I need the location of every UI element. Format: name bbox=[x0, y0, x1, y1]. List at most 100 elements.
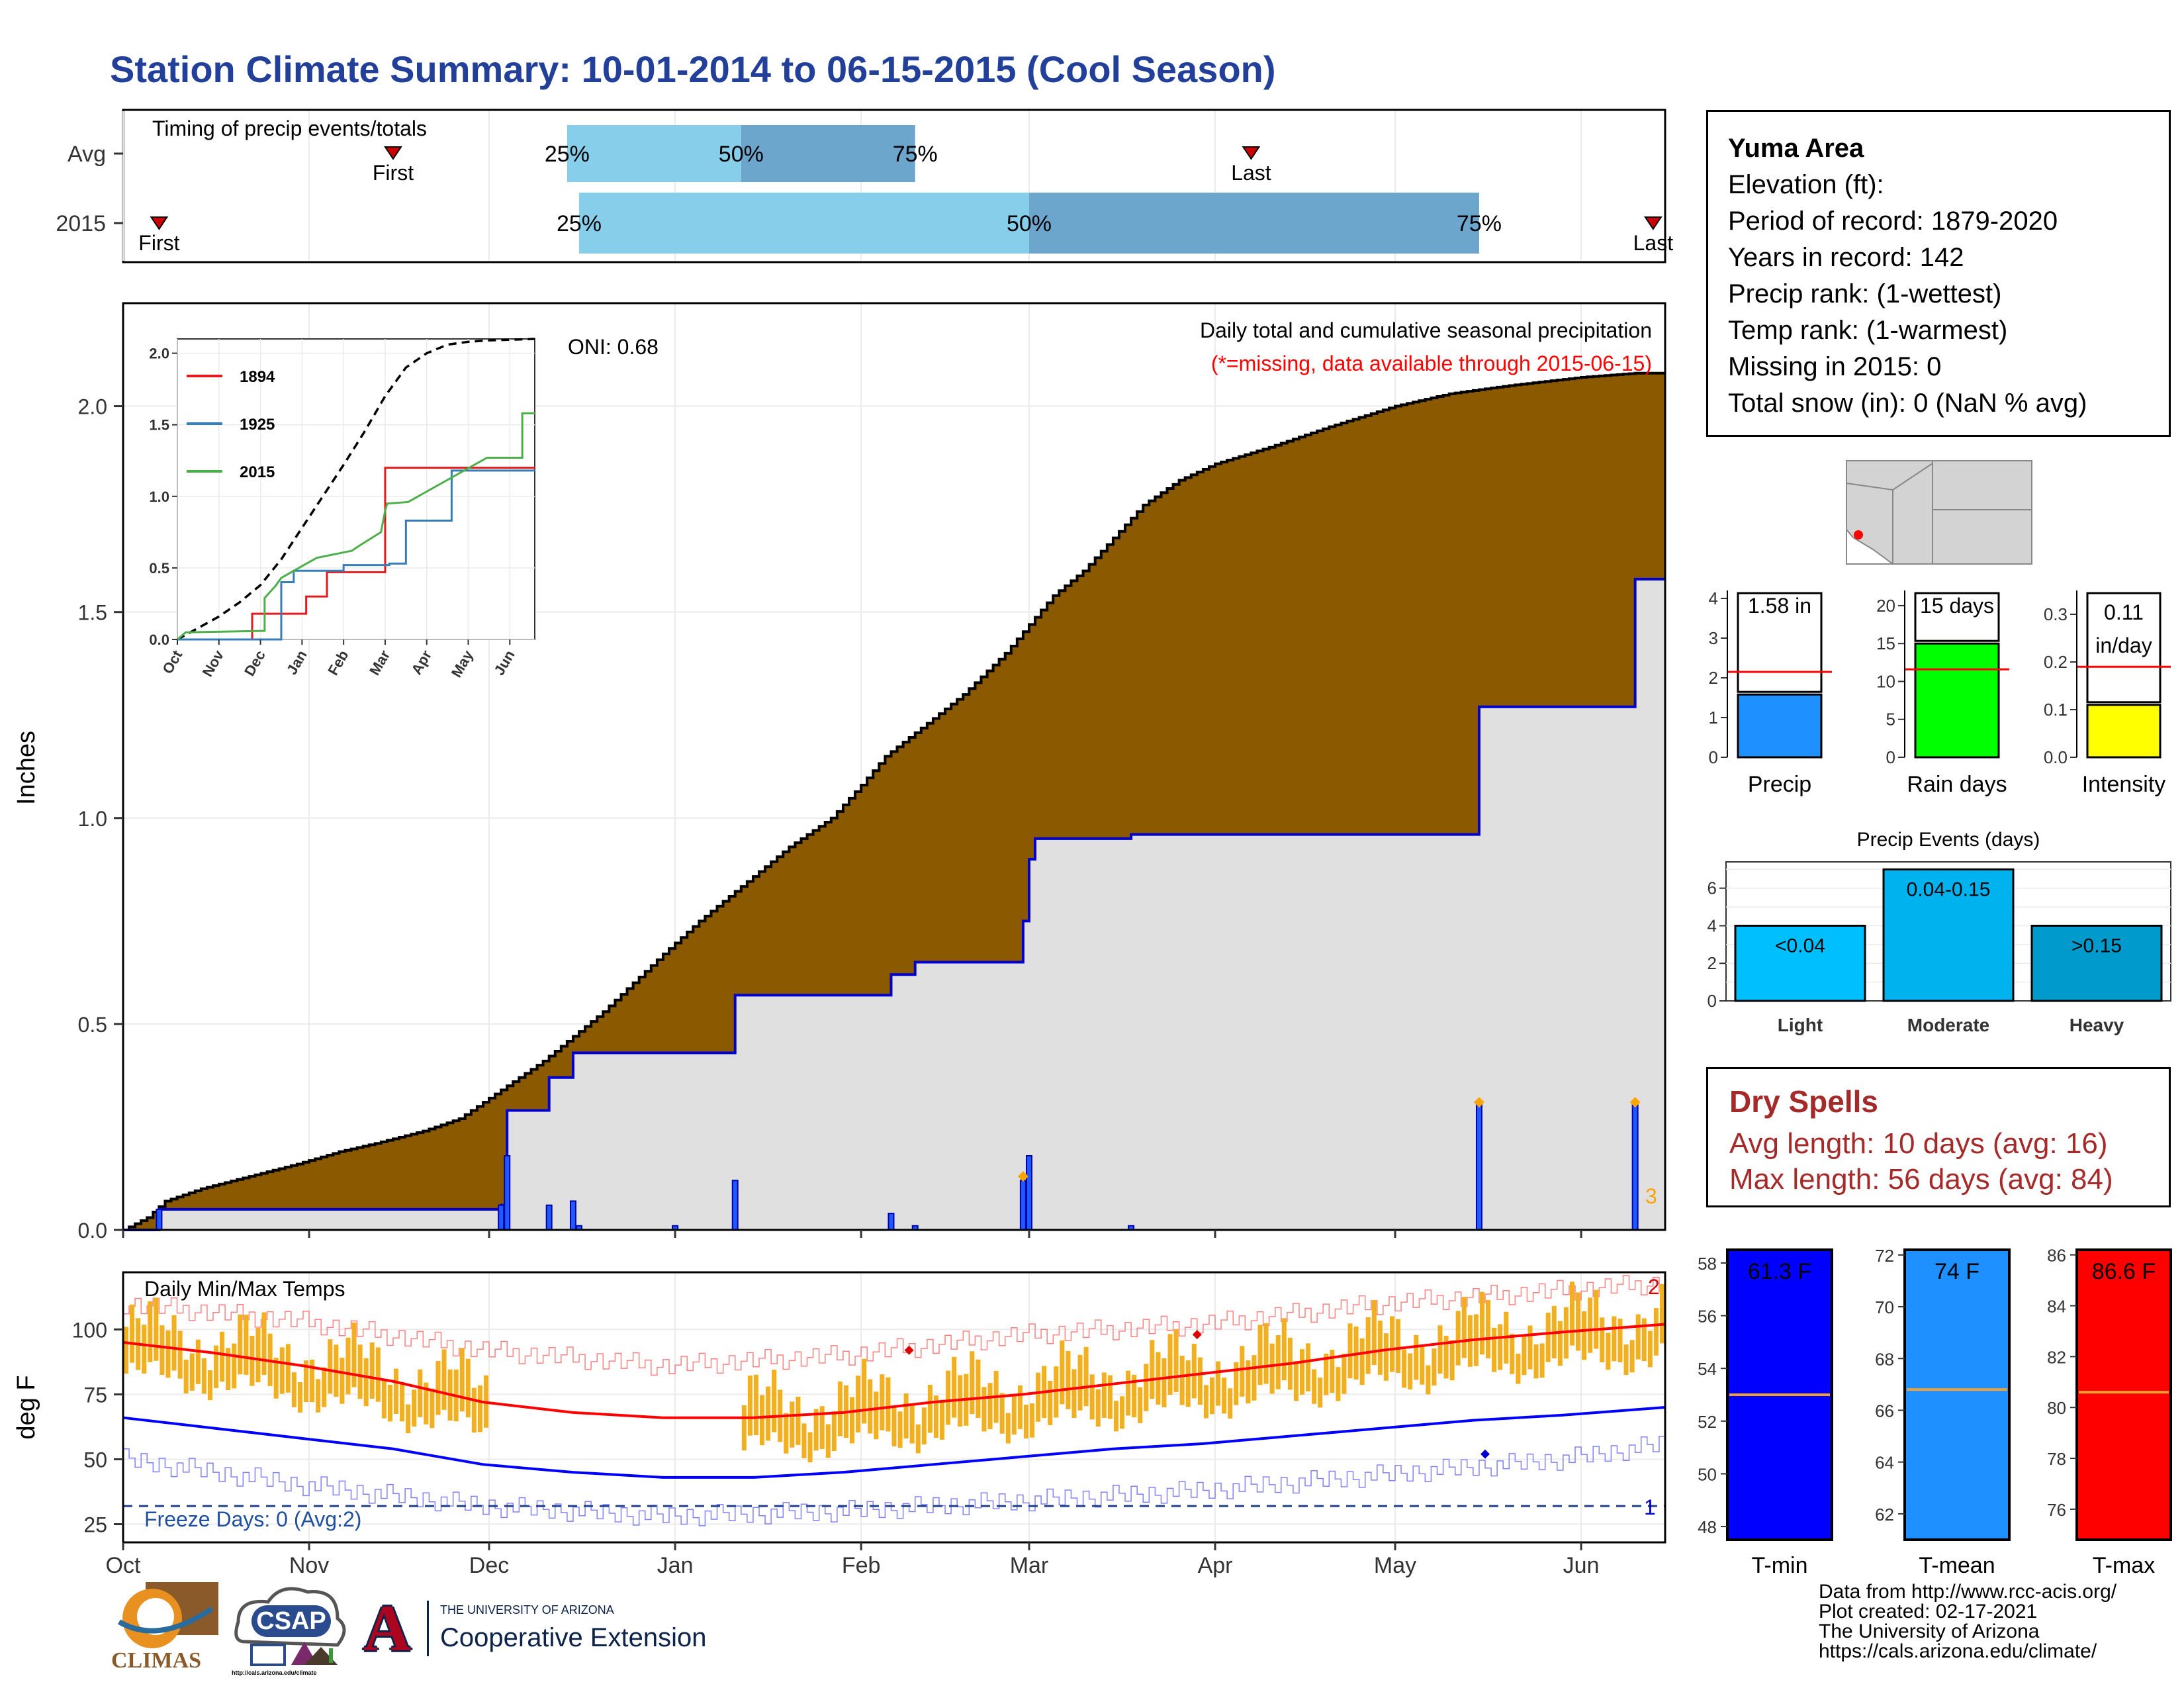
record-high-line bbox=[123, 1275, 1666, 1376]
daily-temp-bar bbox=[999, 1393, 1005, 1434]
daily-temp-bar bbox=[142, 1325, 147, 1374]
timing-bar-50-75 bbox=[1028, 193, 1479, 254]
summary-bar-ytick-label: 0.3 bbox=[2044, 604, 2068, 624]
daily-temp-bar bbox=[1150, 1340, 1155, 1399]
daily-temp-bar bbox=[1240, 1346, 1245, 1397]
temps-frame bbox=[122, 1271, 1666, 1544]
climas-logo: CLIMAS bbox=[106, 1582, 218, 1675]
daily-temp-bar bbox=[1083, 1346, 1089, 1407]
precip-ytick-label: 2.0 bbox=[78, 395, 107, 419]
daily-temp-bar bbox=[790, 1401, 795, 1448]
daily-temp-bar bbox=[285, 1344, 291, 1393]
daily-temp-bar bbox=[1257, 1325, 1263, 1385]
credit-url: https://cals.arizona.edu/climate/ bbox=[1819, 1640, 2097, 1662]
timing-label-50: 50% bbox=[719, 142, 764, 167]
daily-temp-bar bbox=[213, 1345, 219, 1388]
csap-text: CSAP bbox=[251, 1605, 331, 1637]
daily-temp-bar bbox=[1089, 1374, 1095, 1420]
daily-temp-bar bbox=[1641, 1318, 1647, 1362]
daily-temp-bar bbox=[1569, 1282, 1575, 1346]
daily-temp-bar bbox=[909, 1404, 915, 1444]
month-label: Oct bbox=[106, 1553, 141, 1578]
daily-temp-bar bbox=[477, 1385, 482, 1432]
daily-temp-bar bbox=[1383, 1333, 1388, 1381]
daily-temp-bar bbox=[471, 1387, 477, 1433]
daily-temp-bar bbox=[1545, 1313, 1551, 1362]
daily-temp-bar bbox=[1113, 1401, 1118, 1432]
daily-temp-bar bbox=[1617, 1319, 1623, 1362]
daily-temp-bar bbox=[406, 1404, 411, 1434]
daily-temp-bar bbox=[970, 1351, 975, 1415]
daily-temp-bar bbox=[1222, 1378, 1227, 1414]
summary-bar-label-box bbox=[1737, 592, 1823, 693]
daily-temp-bar bbox=[850, 1397, 855, 1444]
daily-temp-bar bbox=[322, 1367, 327, 1407]
temp-summary-category: T-mean bbox=[1919, 1553, 1995, 1578]
daily-temp-bar bbox=[766, 1386, 771, 1441]
credit-date: Plot created: 02-17-2021 bbox=[1819, 1601, 2038, 1622]
daily-temp-bar bbox=[1251, 1355, 1257, 1401]
daily-temp-bar bbox=[1498, 1324, 1503, 1370]
temp-summary-ytick-label: 56 bbox=[1698, 1307, 1717, 1327]
daily-temp-bar bbox=[1533, 1344, 1539, 1379]
temp-summary-value: 61.3 F bbox=[1748, 1259, 1811, 1284]
timing-bar-50-75 bbox=[741, 125, 915, 182]
daily-temp-bar bbox=[303, 1360, 309, 1403]
daily-temp-bar bbox=[441, 1349, 447, 1410]
daily-temp-bar bbox=[903, 1393, 909, 1439]
daily-temp-bar bbox=[801, 1423, 807, 1458]
temp-summary-category: T-min bbox=[1752, 1553, 1808, 1578]
inset-ytick-label: 1.5 bbox=[149, 417, 169, 434]
summary-bar-category: Precip bbox=[1748, 772, 1811, 797]
daily-temp-bar bbox=[825, 1424, 831, 1458]
daily-temp-bar bbox=[1275, 1335, 1281, 1389]
timing-bar-25-50 bbox=[567, 125, 741, 182]
timing-label-50: 50% bbox=[1007, 211, 1052, 236]
daily-temp-bar bbox=[952, 1356, 957, 1418]
daily-temp-bar bbox=[345, 1337, 351, 1395]
daily-precip-bar bbox=[731, 1180, 739, 1231]
summary-bar-ytick-label: 5 bbox=[1886, 710, 1895, 729]
daily-temp-bar bbox=[856, 1376, 861, 1432]
daily-temp-bar bbox=[1600, 1317, 1605, 1363]
daily-temp-bar bbox=[1461, 1297, 1467, 1358]
inset-frame bbox=[177, 338, 535, 640]
daily-temp-bar bbox=[1066, 1350, 1071, 1409]
month-label: Mar bbox=[1010, 1553, 1049, 1578]
daily-temp-bar bbox=[1522, 1336, 1527, 1376]
station-years: Years in record: 142 bbox=[1728, 243, 1964, 272]
daily-temp-bar bbox=[124, 1327, 129, 1374]
inset-series-line bbox=[177, 467, 535, 641]
cumulative-2015-area bbox=[123, 579, 1665, 1230]
daily-temp-bar bbox=[1054, 1366, 1059, 1418]
daily-temp-bar bbox=[1414, 1335, 1419, 1380]
climas-text: CLIMAS bbox=[111, 1648, 202, 1673]
daily-temp-bar bbox=[1635, 1314, 1641, 1360]
daily-temp-bar bbox=[351, 1322, 357, 1387]
daily-temp-bar bbox=[159, 1325, 165, 1376]
daily-temp-bar bbox=[1036, 1372, 1041, 1422]
daily-precip-bar bbox=[156, 1208, 163, 1231]
daily-temp-bar bbox=[1443, 1335, 1449, 1379]
summary-bar bbox=[2086, 704, 2161, 759]
daily-temp-bar bbox=[897, 1411, 903, 1448]
inset-ytick-label: 1.0 bbox=[149, 489, 169, 505]
daily-precip-bar bbox=[1019, 1180, 1026, 1231]
event-category: Heavy bbox=[2070, 1015, 2124, 1035]
daily-temp-bar bbox=[1623, 1344, 1629, 1375]
temps-ytick-label: 100 bbox=[72, 1318, 107, 1342]
temps-chart: 2 1 Daily Min/Max Temps Freeze Days: 0 (Avg… bbox=[13, 1271, 1666, 1578]
daily-temp-bar bbox=[387, 1384, 392, 1422]
daily-temp-bar bbox=[1557, 1321, 1563, 1366]
precip-ytick-label: 0.5 bbox=[78, 1013, 107, 1037]
daily-temp-bar bbox=[1659, 1284, 1664, 1344]
temp-summary-value: 86.6 F bbox=[2092, 1259, 2156, 1284]
summary-bar-ytick-label: 0.2 bbox=[2044, 652, 2068, 672]
temp-summary-ytick-label: 62 bbox=[1875, 1505, 1894, 1524]
temp-summary-ytick-label: 52 bbox=[1698, 1412, 1717, 1432]
event-category: Light bbox=[1778, 1015, 1823, 1035]
daily-temp-bar bbox=[375, 1347, 381, 1402]
daily-temp-bar bbox=[1011, 1395, 1017, 1435]
daily-temp-bar bbox=[921, 1407, 927, 1445]
